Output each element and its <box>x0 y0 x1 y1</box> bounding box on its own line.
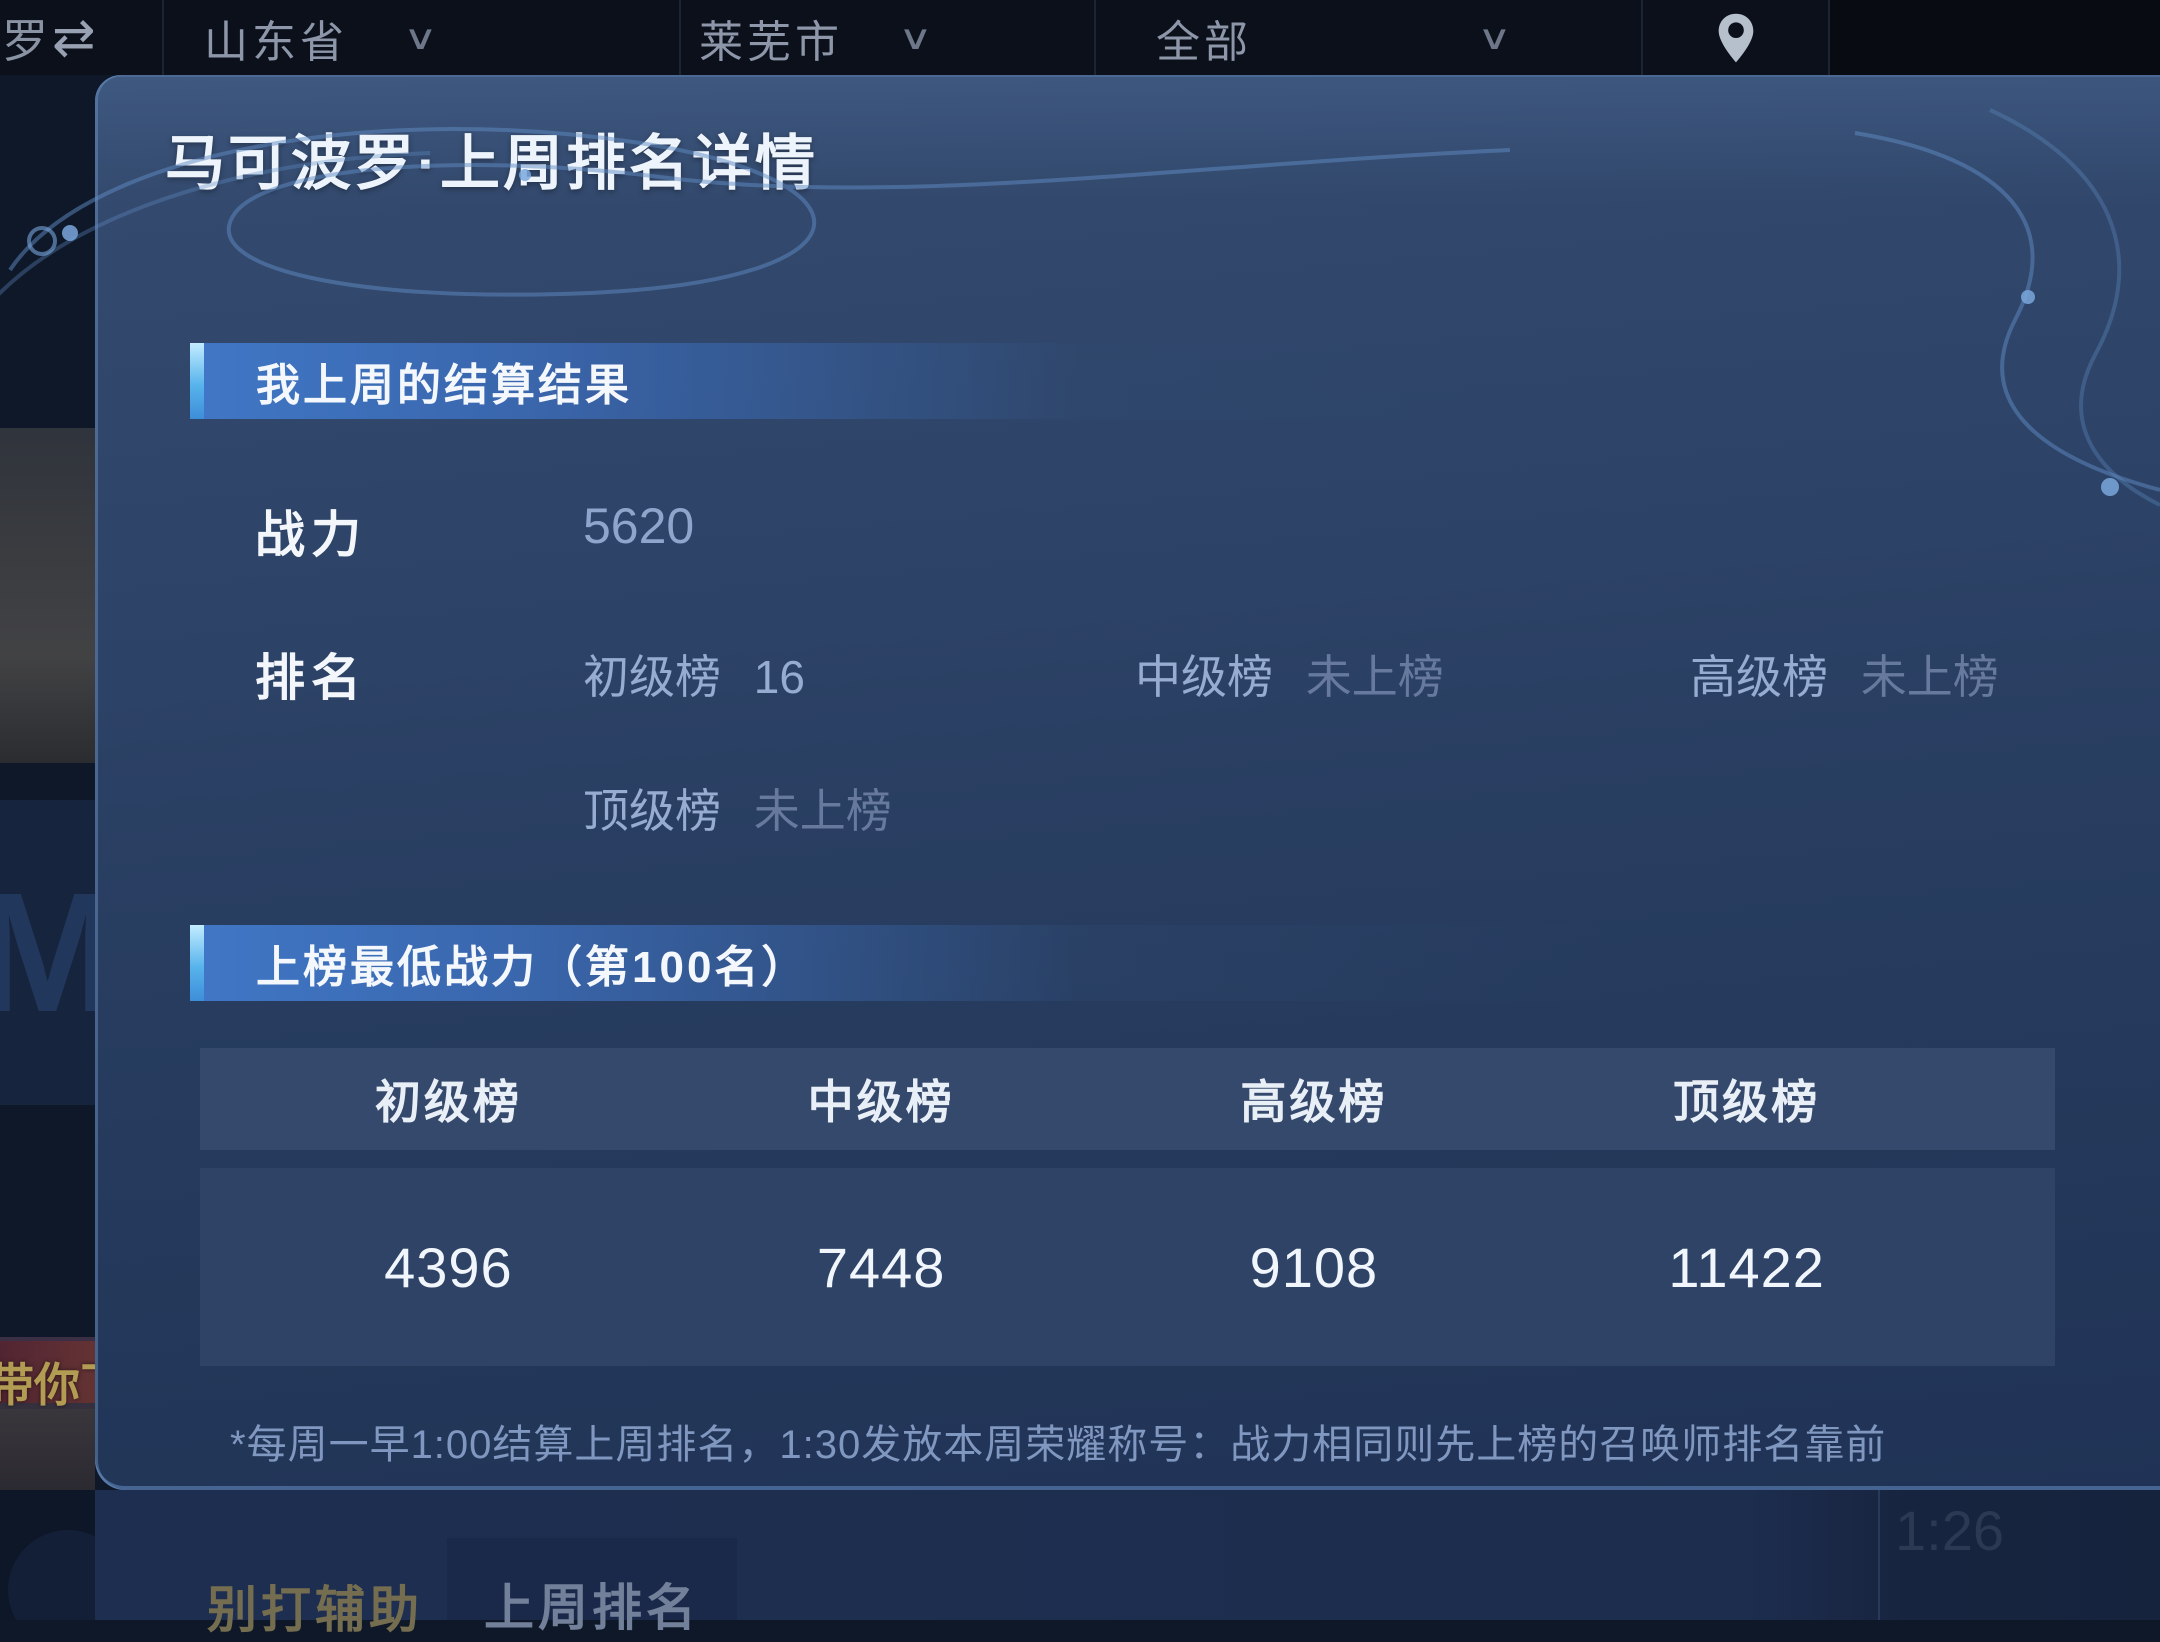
rank-item-intermediate: 中级榜 未上榜 <box>1135 641 1444 707</box>
rank-item-beginner: 初级榜 16 <box>583 641 805 707</box>
top-filter-bar: 罗 ⇄ 山东省 ∨ 莱芜市 ∨ 全部 ∨ <box>0 0 2160 75</box>
topbar-divider <box>679 0 681 75</box>
table-header-beginner: 初级榜 <box>374 1076 522 1128</box>
background-sidebar: M 带你飞2 <box>0 75 95 1620</box>
table-value-intermediate: 7448 <box>816 1235 946 1299</box>
promo-banner-strip <box>0 1341 95 1403</box>
rank-board-label: 初级榜 <box>583 651 721 703</box>
rank-board-label: 中级榜 <box>1135 651 1273 703</box>
table-header-top: 顶级榜 <box>1673 1076 1821 1128</box>
swap-hero-icon[interactable]: ⇄ <box>52 8 96 67</box>
topbar-divider <box>1094 0 1096 75</box>
topbar-divider <box>1828 0 1830 75</box>
sidebar-thumbnail-bottom <box>0 1490 95 1620</box>
settlement-footnote: *每周一早1:00结算上周排名，1:30发放本周荣耀称号：战力相同则先上榜的召唤… <box>230 1423 1887 1467</box>
city-dropdown[interactable]: 莱芜市 ∨ <box>681 0 1094 75</box>
province-dropdown[interactable]: 山东省 ∨ <box>164 0 679 75</box>
timer-text: 1:26 <box>1895 1499 2004 1562</box>
chevron-down-icon: ∨ <box>898 18 933 57</box>
promo-photo <box>0 1409 95 1490</box>
district-dropdown[interactable]: 全部 ∨ <box>1096 0 1641 75</box>
table-header-intermediate: 中级榜 <box>807 1076 955 1128</box>
rank-value: 未上榜 <box>1305 651 1444 703</box>
rank-item-top: 顶级榜 未上榜 <box>583 775 892 841</box>
rank-item-advanced: 高级榜 未上榜 <box>1690 641 1999 707</box>
province-dropdown-value: 山东省 <box>204 17 348 67</box>
sidebar-thumbnail-photo <box>0 428 95 763</box>
thumbnail-shape <box>8 1530 95 1620</box>
section-header-min-power: 上榜最低战力（第100名） <box>190 925 2160 1001</box>
rank-board-label: 顶级榜 <box>583 785 721 837</box>
section-header-text: 我上周的结算结果 <box>256 361 632 410</box>
promo-text: 带你飞2 <box>0 1359 95 1411</box>
rank-value: 未上榜 <box>753 785 892 837</box>
location-pin-icon <box>1718 13 1753 62</box>
table-value-top: 11422 <box>1668 1235 1825 1299</box>
topbar-empty-area <box>1830 0 2160 75</box>
bottom-bar-divider <box>1878 1490 1880 1620</box>
section-header-text: 上榜最低战力（第100名） <box>256 943 809 992</box>
topbar-divider <box>1641 0 1643 75</box>
table-value-beginner: 4396 <box>384 1235 513 1299</box>
chevron-down-icon: ∨ <box>403 18 438 57</box>
hero-name-partial: 罗 <box>2 14 48 67</box>
rank-board-label: 高级榜 <box>1690 651 1828 703</box>
topbar-divider <box>162 0 164 75</box>
rank-value: 未上榜 <box>1860 651 1999 703</box>
rank-value: 16 <box>753 651 805 703</box>
table-header-row: 初级榜 中级榜 高级榜 顶级榜 <box>200 1048 2055 1150</box>
power-value: 5620 <box>583 498 695 554</box>
district-dropdown-value: 全部 <box>1156 17 1252 67</box>
section-header-my-results: 我上周的结算结果 <box>190 343 2160 419</box>
bottom-tab-nickname[interactable]: 别打辅助 <box>207 1582 423 1638</box>
city-dropdown-value: 莱芜市 <box>699 17 843 67</box>
tab-label: 上周排名 <box>484 1580 700 1636</box>
ranking-detail-panel: 马可波罗·上周排名详情 我上周的结算结果 战力 5620 排名 初级榜 16 中… <box>95 75 2160 1490</box>
bottom-tab-bar: 1:26 别打辅助 上周排名 <box>95 1490 2160 1638</box>
table-value-row: 4396 7448 9108 11422 <box>200 1168 2055 1366</box>
location-button[interactable] <box>1643 0 1828 75</box>
power-label: 战力 <box>255 507 367 563</box>
rank-label: 排名 <box>255 650 367 706</box>
table-header-advanced: 高级榜 <box>1240 1076 1388 1128</box>
sidebar-thumbnail-promo: 带你飞2 <box>0 1337 95 1490</box>
page-title: 马可波罗·上周排名详情 <box>165 130 818 197</box>
m-logo-icon: M <box>0 800 95 1105</box>
bottom-tab-last-week-ranking[interactable]: 上周排名 <box>447 1538 737 1636</box>
table-value-advanced: 9108 <box>1249 1235 1379 1299</box>
chevron-down-icon: ∨ <box>1477 18 1512 57</box>
